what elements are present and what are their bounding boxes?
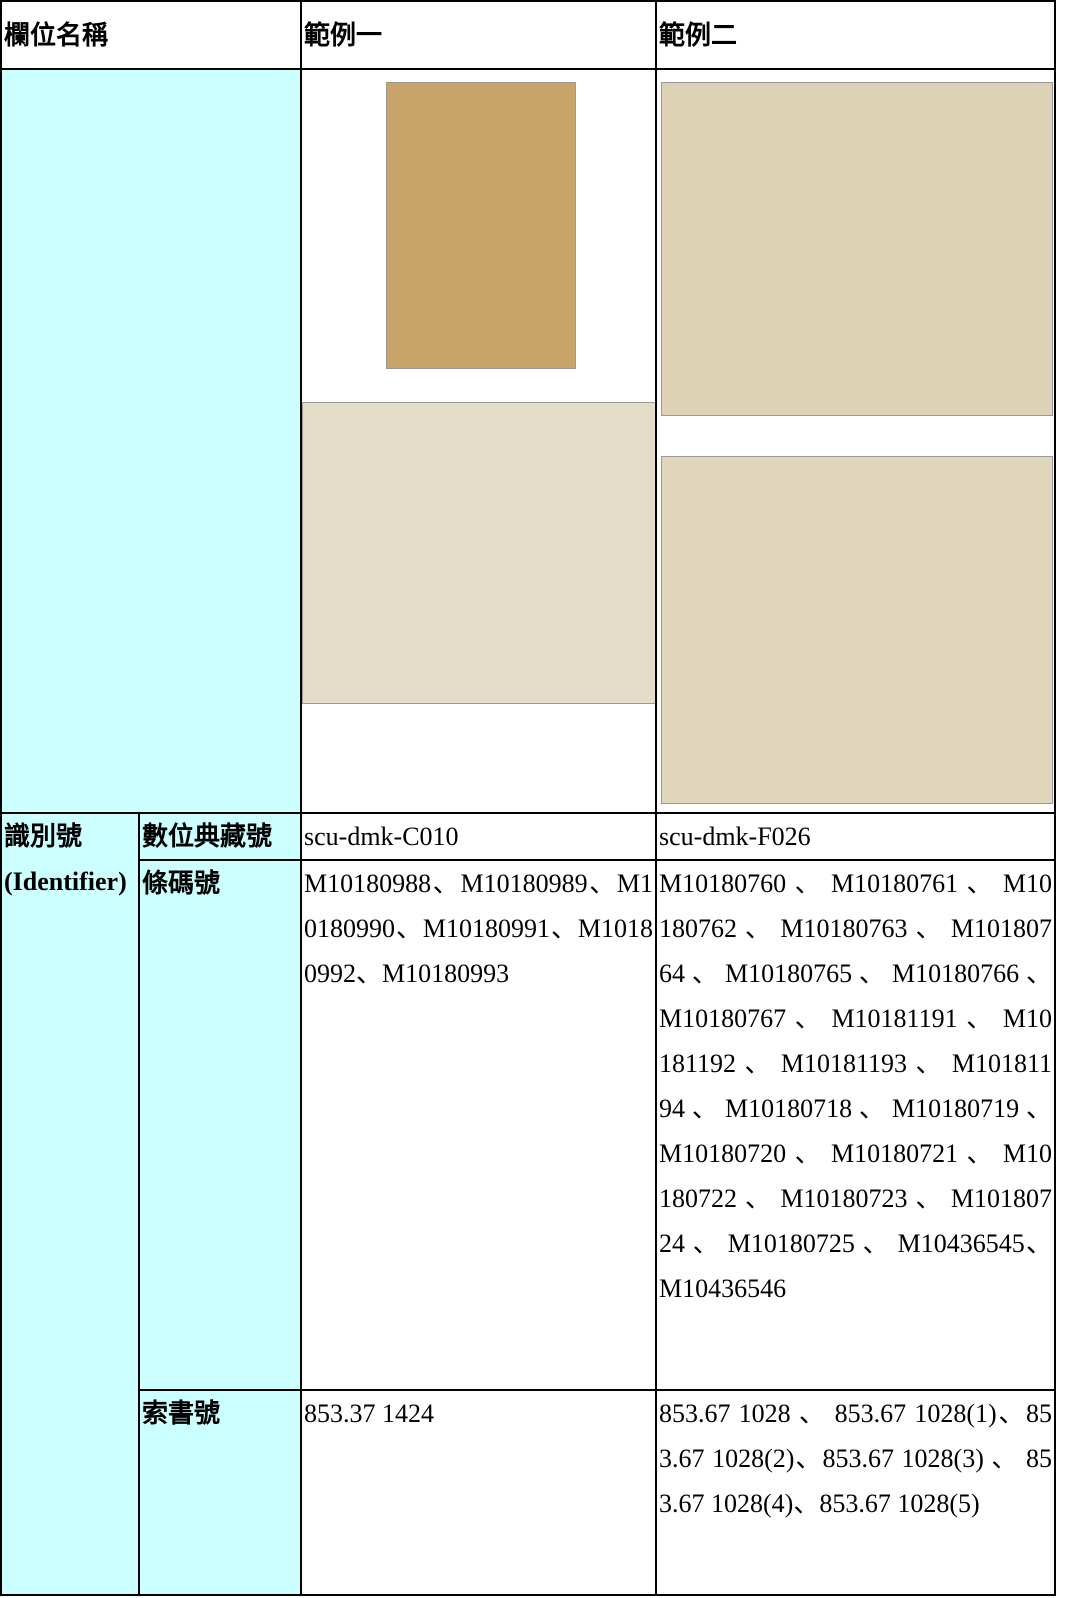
group-cell: 識別號 (Identifier) [0, 812, 140, 1596]
header-cell: 欄位名稱 [0, 0, 303, 70]
group-label: 識別號 [4, 822, 83, 851]
header-cell: 範例一 [300, 0, 658, 70]
value-cell: M10180760 、 M10180761 、 M10180762 、 M101… [655, 859, 1057, 1391]
book-page-image [661, 456, 1054, 804]
empty-cell [0, 68, 303, 814]
book-cover-image [386, 82, 577, 369]
image-cell [655, 68, 1057, 814]
value-cell: 853.67 1028 、 853.67 1028(1)、853.67 1028… [655, 1389, 1057, 1596]
group-label: (Identifier) [4, 867, 127, 896]
value-cell: scu-dmk-C010 [300, 812, 658, 861]
field-cell: 數位典藏號 [137, 812, 303, 861]
field-cell: 索書號 [137, 1389, 303, 1596]
value-cell: 853.37 1424 [300, 1389, 658, 1596]
header-cell: 範例二 [655, 0, 1057, 70]
image-cell [300, 68, 658, 814]
book-page-image [661, 82, 1054, 416]
value-cell: M10180988、M10180989、M10180990、M10180991、… [300, 859, 658, 1391]
field-cell: 條碼號 [137, 859, 303, 1391]
book-page-image [303, 402, 655, 704]
value-cell: scu-dmk-F026 [655, 812, 1057, 861]
